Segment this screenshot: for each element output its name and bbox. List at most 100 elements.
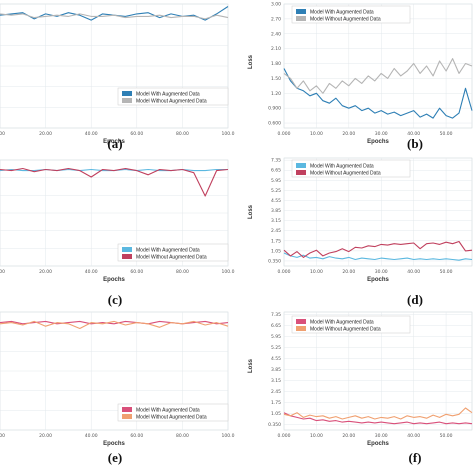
legend-swatch: [122, 414, 132, 419]
legend-swatch: [122, 407, 132, 412]
y-tick-label: 3.15: [271, 218, 281, 224]
y-tick-label: 0.900: [268, 106, 281, 112]
y-tick-label: 0.350: [268, 422, 281, 428]
panel-caption: (d): [407, 292, 423, 307]
y-tick-label: 5.25: [271, 345, 281, 351]
y-tick-label: 2.45: [271, 228, 281, 234]
series-line-2: [283, 58, 473, 94]
legend-swatch: [296, 16, 306, 21]
x-tick-label: 100.0: [222, 269, 235, 275]
legend-swatch: [122, 254, 132, 259]
x-tick-label: 100.0: [222, 433, 235, 439]
y-axis-label: Loss: [248, 204, 254, 219]
series-line-2: [0, 13, 229, 20]
x-tick-label: 0.000: [278, 131, 291, 137]
x-tick-label: 0.00: [0, 433, 5, 439]
x-tick-label: 20.00: [39, 269, 52, 275]
legend-swatch: [122, 91, 132, 96]
legend-swatch: [296, 319, 306, 324]
panel-caption: (e): [108, 450, 122, 465]
x-axis-label: Epochs: [367, 277, 389, 283]
legend-label: Model With Augmented Data: [136, 92, 200, 98]
x-axis-label: Epochs: [103, 277, 125, 283]
x-tick-label: 80.00: [176, 269, 189, 275]
x-tick-label: 0.00: [0, 131, 5, 137]
y-tick-label: 1.05: [271, 411, 281, 417]
legend-box: [117, 243, 229, 262]
x-tick-label: 40.00: [85, 131, 98, 137]
x-tick-label: 20.00: [342, 269, 355, 275]
y-tick-label: 7.35: [271, 158, 281, 164]
legend-label: Model With Augmented Data: [310, 164, 374, 170]
series-line-2: [0, 167, 229, 197]
x-tick-label: 60.00: [130, 131, 143, 137]
x-tick-label: 0.00: [0, 269, 5, 275]
y-tick-label: 1.20: [271, 91, 281, 97]
x-tick-label: 10.00: [310, 433, 323, 439]
panel-caption: (a): [107, 136, 122, 151]
series-line-2: [283, 240, 473, 258]
legend-box: [291, 315, 411, 334]
x-axis-label: Epochs: [367, 139, 389, 145]
series-line-2: [283, 407, 473, 420]
legend-swatch: [122, 247, 132, 252]
series-line-1: [0, 320, 229, 325]
legend-label: Model With Augmented Data: [136, 248, 200, 254]
legend-swatch: [296, 163, 306, 168]
x-tick-label: 30.00: [375, 269, 388, 275]
legend-box: [291, 159, 411, 178]
y-tick-label: 3.85: [271, 367, 281, 373]
x-tick-label: 30.00: [375, 131, 388, 137]
y-tick-label: 1.80: [271, 61, 281, 67]
x-tick-label: 10.00: [310, 269, 323, 275]
x-axis-label: Epochs: [103, 139, 125, 145]
y-tick-label: 3.85: [271, 208, 281, 214]
legend-swatch: [296, 9, 306, 14]
x-tick-label: 20.00: [342, 131, 355, 137]
chart-panel-3: 0.00 20.00 40.00 60.00 80.00 100.0 Epochs Model…: [0, 159, 235, 307]
x-tick-label: 10.00: [310, 131, 323, 137]
y-tick-label: 1.50: [271, 76, 281, 82]
panel-caption: (c): [108, 292, 122, 307]
y-tick-label: 4.55: [271, 356, 281, 362]
legend-swatch: [296, 326, 306, 331]
x-tick-label: 40.00: [407, 269, 420, 275]
chart-panel-5: 0.00 20.00 40.00 60.00 80.00 100.0 Epochs Model…: [0, 311, 235, 465]
legend-label: Model Without Augmented Data: [136, 255, 207, 261]
x-tick-label: 20.00: [342, 433, 355, 439]
legend-box: [117, 403, 229, 422]
x-tick-label: 40.00: [85, 269, 98, 275]
y-axis-label: Loss: [248, 358, 254, 373]
x-tick-label: 20.00: [39, 433, 52, 439]
y-tick-label: 7.35: [271, 312, 281, 318]
y-tick-label: 4.55: [271, 198, 281, 204]
x-tick-label: 50.00: [440, 433, 453, 439]
x-tick-label: 60.00: [130, 269, 143, 275]
y-tick-label: 1.75: [271, 400, 281, 406]
legend-swatch: [122, 98, 132, 103]
y-tick-label: 0.350: [268, 258, 281, 264]
y-tick-label: 6.65: [271, 323, 281, 329]
legend-label: Model Without Augmented Data: [136, 99, 207, 105]
chart-panel-2: 0.000 10.00 20.00 30.00 40.00 50.00 0.600 0.900…: [248, 2, 473, 151]
series-line-1: [283, 412, 473, 425]
chart-panel-1: 0.00 20.00 40.00 60.00 80.00 100.0 Epochs Model…: [0, 3, 235, 151]
y-tick-label: 5.95: [271, 178, 281, 184]
y-axis-label: Loss: [248, 54, 254, 69]
legend-label: Model Without Augmented Data: [310, 327, 381, 333]
legend-box: [291, 5, 411, 24]
series-line-1: [283, 68, 473, 119]
panel-caption: (f): [409, 450, 422, 465]
legend-label: Model Without Augmented Data: [136, 415, 207, 421]
legend-label: Model With Augmented Data: [136, 408, 200, 414]
y-tick-label: 2.40: [271, 31, 281, 37]
x-tick-label: 80.00: [176, 433, 189, 439]
x-tick-label: 20.00: [39, 131, 52, 137]
x-tick-label: 40.00: [85, 433, 98, 439]
x-tick-label: 30.00: [375, 433, 388, 439]
panel-caption: (b): [407, 136, 423, 151]
